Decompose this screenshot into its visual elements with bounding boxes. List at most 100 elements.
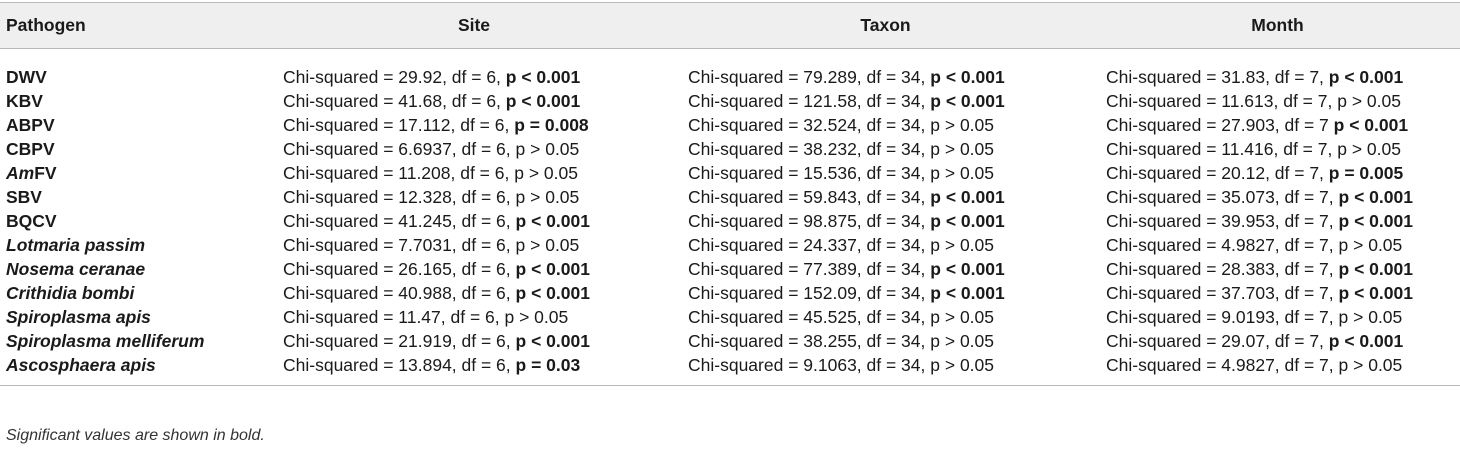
site-statistic: Chi-squared = 29.92, df = 6, [283,67,501,87]
chi-squared-table: Pathogen Site Taxon Month DWV Chi-squared… [0,2,1460,386]
taxon-cell: Chi-squared = 15.536, df = 34, p > 0.05 [676,161,1095,185]
month-statistic: Chi-squared = 4.9827, df = 7, [1106,235,1334,255]
site-statistic: Chi-squared = 21.919, df = 6, [283,331,511,351]
taxon-statistic: Chi-squared = 15.536, df = 34, [688,163,926,183]
taxon-p-value: p < 0.001 [930,211,1005,231]
month-cell: Chi-squared = 35.073, df = 7, p < 0.001 [1095,185,1460,209]
month-statistic: Chi-squared = 11.416, df = 7, [1106,139,1333,159]
taxon-statistic: Chi-squared = 45.525, df = 34, [688,307,926,327]
month-statistic: Chi-squared = 11.613, df = 7, [1106,91,1333,111]
taxon-cell: Chi-squared = 121.58, df = 34, p < 0.001 [676,89,1095,113]
site-cell: Chi-squared = 11.208, df = 6, p > 0.05 [272,161,676,185]
pathogen-name-part: Spiroplasma apis [6,307,151,327]
site-statistic: Chi-squared = 41.68, df = 6, [283,91,501,111]
pathogen-name-part: Spiroplasma melliferum [6,331,205,351]
site-p-value: p > 0.05 [515,187,580,207]
table-row: Nosema ceranae Chi-squared = 26.165, df =… [0,257,1460,281]
month-statistic: Chi-squared = 9.0193, df = 7, [1106,307,1334,327]
month-statistic: Chi-squared = 4.9827, df = 7, [1106,355,1334,375]
site-p-value: p < 0.001 [515,283,590,303]
month-p-value: p > 0.05 [1338,355,1403,375]
taxon-statistic: Chi-squared = 38.232, df = 34, [688,139,926,159]
site-statistic: Chi-squared = 7.7031, df = 6, [283,235,511,255]
taxon-statistic: Chi-squared = 98.875, df = 34, [688,211,926,231]
month-p-value: p < 0.001 [1328,331,1404,351]
site-cell: Chi-squared = 12.328, df = 6, p > 0.05 [272,185,676,209]
taxon-p-value: p > 0.05 [930,163,995,183]
taxon-statistic: Chi-squared = 79.289, df = 34, [688,67,926,87]
taxon-cell: Chi-squared = 77.389, df = 34, p < 0.001 [676,257,1095,281]
site-cell: Chi-squared = 29.92, df = 6, p < 0.001 [272,49,676,90]
pathogen-name: KBV [0,89,272,113]
pathogen-name-part: ABPV [6,115,55,135]
month-statistic: Chi-squared = 35.073, df = 7, [1106,187,1334,207]
taxon-statistic: Chi-squared = 59.843, df = 34, [688,187,926,207]
header-site: Site [272,2,676,49]
site-p-value: p < 0.001 [515,259,590,279]
site-p-value: p = 0.03 [515,355,581,375]
month-cell: Chi-squared = 20.12, df = 7, p = 0.005 [1095,161,1460,185]
pathogen-name-part: Ascosphaera apis [6,355,156,375]
month-cell: Chi-squared = 39.953, df = 7, p < 0.001 [1095,209,1460,233]
taxon-p-value: p < 0.001 [930,259,1005,279]
table-row: Ascosphaera apis Chi-squared = 13.894, df… [0,353,1460,386]
site-statistic: Chi-squared = 26.165, df = 6, [283,259,511,279]
site-cell: Chi-squared = 13.894, df = 6, p = 0.03 [272,353,676,386]
table-row: CBPV Chi-squared = 6.6937, df = 6, p > 0.… [0,137,1460,161]
table-row: DWV Chi-squared = 29.92, df = 6, p < 0.00… [0,49,1460,90]
taxon-cell: Chi-squared = 24.337, df = 34, p > 0.05 [676,233,1095,257]
site-statistic: Chi-squared = 41.245, df = 6, [283,211,511,231]
month-cell: Chi-squared = 31.83, df = 7, p < 0.001 [1095,49,1460,90]
table-header-row: Pathogen Site Taxon Month [0,2,1460,49]
taxon-cell: Chi-squared = 9.1063, df = 34, p > 0.05 [676,353,1095,386]
pathogen-name-part: CBPV [6,139,55,159]
month-statistic: Chi-squared = 31.83, df = 7, [1106,67,1324,87]
pathogen-name: BQCV [0,209,272,233]
table-row: SBV Chi-squared = 12.328, df = 6, p > 0.0… [0,185,1460,209]
month-cell: Chi-squared = 27.903, df = 7 p < 0.001 [1095,113,1460,137]
pathogen-name: CBPV [0,137,272,161]
site-statistic: Chi-squared = 11.47, df = 6, [283,307,500,327]
table-footnote: Significant values are shown in bold. [6,427,265,444]
taxon-cell: Chi-squared = 45.525, df = 34, p > 0.05 [676,305,1095,329]
month-statistic: Chi-squared = 39.953, df = 7, [1106,211,1334,231]
site-cell: Chi-squared = 21.919, df = 6, p < 0.001 [272,329,676,353]
taxon-p-value: p > 0.05 [930,331,995,351]
pathogen-name-part: DWV [6,67,47,87]
pathogen-name-part: Crithidia bombi [6,283,135,303]
pathogen-name: DWV [0,49,272,90]
pathogen-name: ABPV [0,113,272,137]
site-statistic: Chi-squared = 11.208, df = 6, [283,163,510,183]
month-p-value: p < 0.001 [1338,259,1413,279]
taxon-p-value: p < 0.001 [930,91,1005,111]
month-p-value: p > 0.05 [1337,139,1401,159]
taxon-p-value: p < 0.001 [930,283,1005,303]
site-cell: Chi-squared = 6.6937, df = 6, p > 0.05 [272,137,676,161]
pathogen-name-part: Nosema ceranae [6,259,146,279]
pathogen-name: Ascosphaera apis [0,353,272,386]
month-statistic: Chi-squared = 37.703, df = 7, [1106,283,1334,303]
site-p-value: p > 0.05 [514,163,578,183]
month-statistic: Chi-squared = 20.12, df = 7, [1106,163,1324,183]
taxon-p-value: p > 0.05 [930,355,995,375]
table-row: KBV Chi-squared = 41.68, df = 6, p < 0.00… [0,89,1460,113]
taxon-statistic: Chi-squared = 24.337, df = 34, [688,235,926,255]
month-cell: Chi-squared = 9.0193, df = 7, p > 0.05 [1095,305,1460,329]
month-statistic: Chi-squared = 28.383, df = 7, [1106,259,1334,279]
taxon-statistic: Chi-squared = 121.58, df = 34, [688,91,926,111]
taxon-statistic: Chi-squared = 9.1063, df = 34, [688,355,926,375]
taxon-cell: Chi-squared = 98.875, df = 34, p < 0.001 [676,209,1095,233]
pathogen-name: SBV [0,185,272,209]
pathogen-name-part: Lotmaria passim [6,235,146,255]
taxon-cell: Chi-squared = 152.09, df = 34, p < 0.001 [676,281,1095,305]
table-row: ABPV Chi-squared = 17.112, df = 6, p = 0.… [0,113,1460,137]
taxon-p-value: p > 0.05 [930,115,995,135]
pathogen-name: Lotmaria passim [0,233,272,257]
month-cell: Chi-squared = 11.416, df = 7, p > 0.05 [1095,137,1460,161]
pathogen-name: Spiroplasma melliferum [0,329,272,353]
table-row: Spiroplasma apis Chi-squared = 11.47, df … [0,305,1460,329]
table-body: DWV Chi-squared = 29.92, df = 6, p < 0.00… [0,49,1460,386]
site-p-value: p > 0.05 [515,139,580,159]
taxon-cell: Chi-squared = 32.524, df = 34, p > 0.05 [676,113,1095,137]
